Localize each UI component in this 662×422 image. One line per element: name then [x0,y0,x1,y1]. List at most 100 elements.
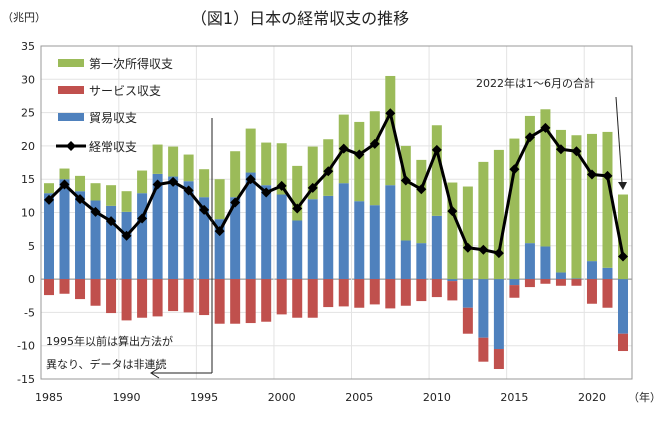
y-tick-label: -15 [17,373,35,386]
partial-year-arrow [615,96,623,184]
primary-income-bar [385,75,396,186]
legend-label: 貿易収支 [89,111,137,125]
trade-balance-bar [586,261,597,280]
primary-income-bar [555,129,566,273]
primary-income-bar [199,169,210,198]
y-tick-label: 25 [21,107,35,120]
services-balance-bar [137,279,148,318]
services-balance-bar [462,307,473,334]
trade-balance-bar [354,201,365,280]
trade-balance-bar [385,185,396,280]
current-account-marker [292,203,303,214]
trade-balance-bar [493,279,504,350]
current-account-marker [586,169,597,180]
primary-income-bar [493,149,504,280]
current-account-marker [338,143,349,154]
y-tick-label: 15 [21,173,35,186]
current-account-marker [261,187,272,198]
current-account-marker [59,179,70,190]
services-balance-bar [369,279,380,305]
primary-income-bar [431,125,442,216]
primary-income-bar [106,185,117,206]
legend-swatch [58,113,84,121]
current-account-marker [602,170,613,181]
current-account-marker [416,184,427,195]
current-account-marker [524,132,535,143]
trade-balance-bar [369,205,380,280]
services-balance-bar [152,279,163,317]
current-account-marker [152,179,163,190]
services-balance-bar [183,279,194,313]
trade-balance-bar [307,199,318,280]
current-account-marker [214,226,225,237]
services-balance-bar [540,279,551,284]
legend-swatch [58,86,84,94]
primary-income-bar [307,146,318,200]
trade-balance-bar [524,243,535,280]
trade-balance-bar [602,267,613,280]
primary-income-bar [137,170,148,194]
trade-balance-bar [261,185,272,280]
discontinuity-note-line2: 異なり、データは非連続 [46,357,167,371]
services-balance-bar [602,279,613,308]
services-balance-bar [261,279,272,322]
x-tick-label: 1995 [190,391,218,404]
y-tick-label: -5 [24,306,35,319]
trade-balance-bar [462,279,473,308]
primary-income-bar [586,133,597,262]
partial-year-arrow-head [618,182,627,190]
y-tick-label: 5 [28,240,35,253]
trade-balance-bar [323,195,334,280]
primary-income-bar [261,142,272,186]
services-balance-bar [478,337,489,362]
services-balance-bar [385,279,396,309]
trade-balance-bar [121,211,132,280]
y-tick-label: 10 [21,207,35,220]
plot-frame [40,45,633,380]
y-tick-label: -10 [17,340,35,353]
current-account-marker [276,180,287,191]
services-balance-bar [214,279,225,324]
services-balance-bar [586,279,597,304]
current-account-marker [44,194,54,205]
services-balance-bar [524,279,535,288]
trade-balance-bar [540,246,551,280]
y-axis-unit-label: （兆円） [2,11,46,24]
trade-balance-bar [90,200,101,280]
x-tick-label: 1990 [113,391,141,404]
trade-balance-bar [183,181,194,280]
trade-balance-bar [276,194,287,280]
primary-income-bar [478,161,489,280]
current-account-marker [90,206,101,217]
legend-marker-swatch [66,141,76,151]
primary-income-bar [152,144,163,174]
partial-year-note: 2022年は1～6月の合計 [476,76,595,90]
primary-income-bar [447,182,458,280]
current-account-marker [121,230,132,241]
current-account-marker [323,166,334,177]
services-balance-bar [555,279,566,286]
y-tick-label: 20 [21,140,35,153]
primary-income-bar [183,154,194,182]
primary-income-bar [44,183,54,194]
primary-income-bar [168,146,179,177]
services-balance-bar [292,279,303,318]
trade-balance-bar [75,191,86,280]
trade-balance-bar [168,176,179,280]
y-tick-label: 30 [21,73,35,86]
current-account-marker [447,206,458,217]
services-balance-bar [431,279,442,298]
trade-balance-bar [478,279,489,338]
services-balance-bar [90,279,101,306]
legend-label: サービス収支 [89,84,161,98]
current-account-marker [478,244,489,255]
services-balance-bar [323,279,334,308]
x-tick-label: 2000 [268,391,296,404]
services-balance-bar [338,279,349,307]
trade-balance-bar [292,220,303,280]
trade-balance-bar [571,278,582,280]
primary-income-bar [276,143,287,195]
current-account-marker [385,108,396,119]
primary-income-bar [540,109,551,247]
